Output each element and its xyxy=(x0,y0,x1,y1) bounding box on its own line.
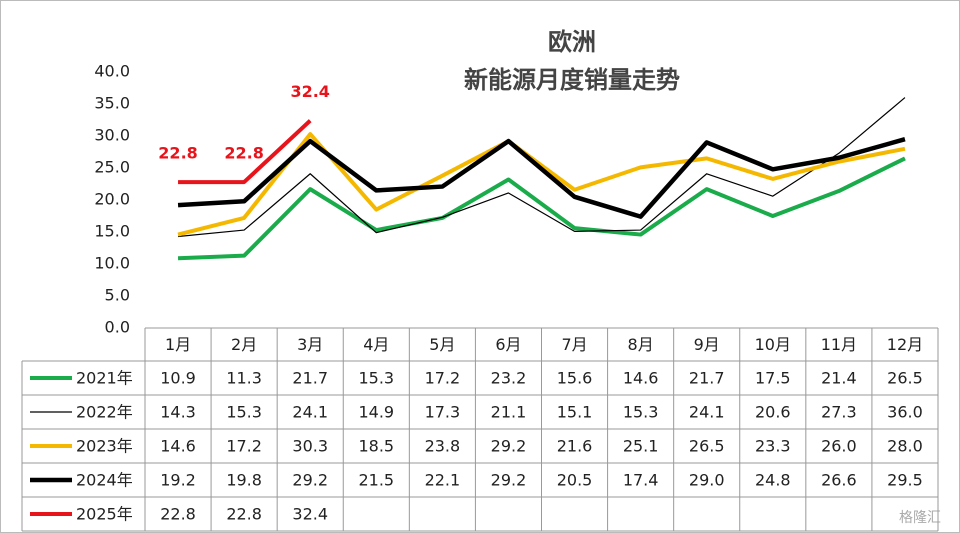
table-cell: 23.2 xyxy=(491,369,527,388)
table-cell: 22.8 xyxy=(160,505,196,524)
y-tick-label: 35.0 xyxy=(94,94,130,113)
series-line xyxy=(177,132,906,237)
table-cell: 29.0 xyxy=(689,471,725,490)
series-line xyxy=(177,156,906,261)
x-tick-label: 12月 xyxy=(887,335,923,354)
table-cell: 15.1 xyxy=(557,403,593,422)
series-line xyxy=(178,119,312,185)
table-cell: 21.7 xyxy=(689,369,725,388)
series-line xyxy=(177,97,906,238)
table-cell: 21.5 xyxy=(358,471,394,490)
table-cell: 22.8 xyxy=(226,505,262,524)
table-cell: 32.4 xyxy=(292,505,328,524)
chart-title: 欧洲 xyxy=(548,28,596,56)
table-cell: 14.6 xyxy=(160,437,196,456)
legend-label: 2023年 xyxy=(76,437,133,456)
table-cell: 11.3 xyxy=(226,369,262,388)
table-cell: 15.3 xyxy=(623,403,659,422)
table-cell: 21.1 xyxy=(491,403,527,422)
x-tick-label: 8月 xyxy=(628,335,654,354)
table-cell: 29.2 xyxy=(491,437,527,456)
table-cell: 23.8 xyxy=(425,437,461,456)
table-cell: 17.2 xyxy=(425,369,461,388)
table-cell: 36.0 xyxy=(887,403,923,422)
table-cell: 30.3 xyxy=(292,437,328,456)
table-cell: 15.3 xyxy=(358,369,394,388)
table-cell: 15.3 xyxy=(226,403,262,422)
table-cell: 28.0 xyxy=(887,437,923,456)
x-tick-label: 10月 xyxy=(755,335,791,354)
table-cell: 29.5 xyxy=(887,471,923,490)
table-cell: 26.0 xyxy=(821,437,857,456)
x-tick-label: 2月 xyxy=(231,335,257,354)
y-tick-label: 20.0 xyxy=(94,190,130,209)
table-cell: 14.3 xyxy=(160,403,196,422)
table-cell: 14.6 xyxy=(623,369,659,388)
data-label: 22.8 xyxy=(158,144,197,163)
y-tick-label: 0.0 xyxy=(105,318,130,337)
x-tick-label: 11月 xyxy=(821,335,857,354)
x-tick-label: 3月 xyxy=(297,335,323,354)
x-tick-label: 7月 xyxy=(561,335,587,354)
table-cell: 19.8 xyxy=(226,471,262,490)
table-cell: 14.9 xyxy=(358,403,394,422)
table-cell: 25.1 xyxy=(623,437,659,456)
table-cell: 23.3 xyxy=(755,437,791,456)
y-tick-label: 30.0 xyxy=(94,126,130,145)
table-cell: 17.3 xyxy=(425,403,461,422)
table-cell: 21.6 xyxy=(557,437,593,456)
data-label: 32.4 xyxy=(290,82,329,101)
watermark: 格隆汇 xyxy=(899,510,941,526)
table-cell: 20.6 xyxy=(755,403,791,422)
x-tick-label: 4月 xyxy=(363,335,389,354)
legend-label: 2025年 xyxy=(76,505,133,524)
table-cell: 29.2 xyxy=(491,471,527,490)
table-cell: 21.7 xyxy=(292,369,328,388)
table-cell: 24.1 xyxy=(689,403,725,422)
table-cell: 17.4 xyxy=(623,471,659,490)
table-cell: 24.1 xyxy=(292,403,328,422)
y-tick-label: 40.0 xyxy=(94,62,130,81)
y-tick-label: 10.0 xyxy=(94,254,130,273)
x-tick-label: 6月 xyxy=(495,335,521,354)
table-cell: 17.5 xyxy=(755,369,791,388)
x-tick-label: 1月 xyxy=(165,335,191,354)
legend-label: 2021年 xyxy=(76,369,133,388)
table-cell: 26.5 xyxy=(887,369,923,388)
x-tick-label: 9月 xyxy=(694,335,720,354)
table-cell: 29.2 xyxy=(292,471,328,490)
table-cell: 20.5 xyxy=(557,471,593,490)
y-tick-label: 5.0 xyxy=(105,286,130,305)
table-cell: 19.2 xyxy=(160,471,196,490)
table-cell: 27.3 xyxy=(821,403,857,422)
data-label: 22.8 xyxy=(224,144,263,163)
series-line xyxy=(177,137,906,219)
table-cell: 15.6 xyxy=(557,369,593,388)
legend-label: 2024年 xyxy=(76,471,133,490)
chart-subtitle: 新能源月度销量走势 xyxy=(464,66,680,94)
table-cell: 26.5 xyxy=(689,437,725,456)
y-tick-label: 25.0 xyxy=(94,158,130,177)
table-cell: 17.2 xyxy=(226,437,262,456)
x-tick-label: 5月 xyxy=(429,335,455,354)
y-tick-label: 15.0 xyxy=(94,222,130,241)
table-cell: 24.8 xyxy=(755,471,791,490)
table-cell: 18.5 xyxy=(358,437,394,456)
legend-label: 2022年 xyxy=(76,403,133,422)
table-cell: 10.9 xyxy=(160,369,196,388)
table-cell: 26.6 xyxy=(821,471,857,490)
table-cell: 21.4 xyxy=(821,369,857,388)
table-cell: 22.1 xyxy=(425,471,461,490)
